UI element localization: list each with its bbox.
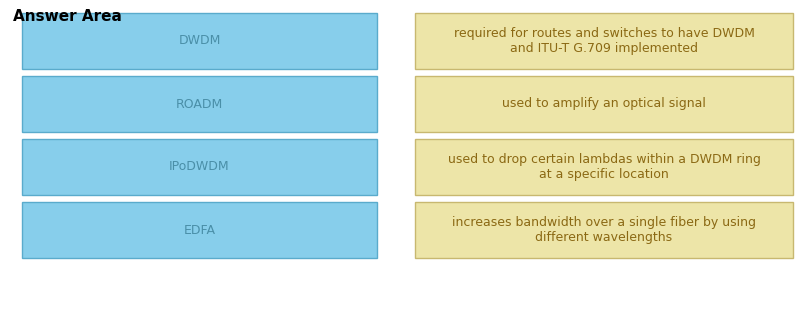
FancyBboxPatch shape — [22, 202, 377, 258]
Text: Answer Area: Answer Area — [13, 9, 122, 24]
Text: required for routes and switches to have DWDM
and ITU-T G.709 implemented: required for routes and switches to have… — [453, 27, 754, 55]
FancyBboxPatch shape — [22, 76, 377, 132]
Text: ROADM: ROADM — [176, 98, 223, 111]
Text: used to drop certain lambdas within a DWDM ring
at a specific location: used to drop certain lambdas within a DW… — [448, 153, 761, 181]
Text: IPoDWDM: IPoDWDM — [169, 160, 230, 173]
FancyBboxPatch shape — [415, 202, 793, 258]
Text: used to amplify an optical signal: used to amplify an optical signal — [502, 98, 706, 111]
Text: increases bandwidth over a single fiber by using
different wavelengths: increases bandwidth over a single fiber … — [452, 216, 756, 244]
FancyBboxPatch shape — [415, 13, 793, 69]
FancyBboxPatch shape — [415, 139, 793, 195]
FancyBboxPatch shape — [415, 76, 793, 132]
FancyBboxPatch shape — [22, 13, 377, 69]
Text: DWDM: DWDM — [178, 35, 221, 48]
Text: EDFA: EDFA — [183, 223, 216, 236]
FancyBboxPatch shape — [22, 139, 377, 195]
